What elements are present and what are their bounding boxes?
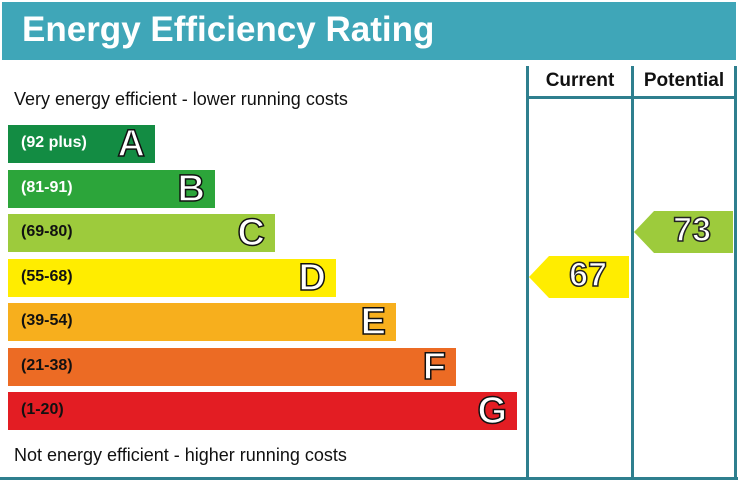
band-D: (55-68) D — [8, 256, 336, 300]
band-letter: E — [360, 300, 387, 344]
band-range: (92 plus) — [21, 134, 87, 151]
band-range: (1-20) — [21, 401, 64, 418]
band-F: (21-38) F — [8, 345, 456, 389]
divider — [526, 96, 737, 99]
current-rating-arrow — [529, 256, 629, 298]
band-letter: B — [177, 167, 206, 211]
band-letter: G — [477, 389, 508, 433]
divider — [0, 477, 738, 480]
divider — [734, 66, 737, 480]
band-letter: D — [298, 256, 327, 300]
band-B: (81-91) B — [8, 167, 215, 211]
potential-rating-value: 73 — [672, 210, 711, 250]
band-range: (55-68) — [21, 267, 73, 285]
current-rating-value: 67 — [568, 255, 607, 295]
band-A: (92 plus) A — [8, 122, 155, 166]
potential-rating-arrow — [634, 211, 733, 253]
chart-title: Energy Efficiency Rating — [22, 10, 435, 49]
band-range: (39-54) — [21, 312, 73, 329]
header-bar: Energy Efficiency Rating — [2, 2, 736, 60]
band-range: (21-38) — [21, 356, 73, 374]
arrow-shape — [529, 256, 629, 298]
band-range: (81-91) — [21, 178, 73, 196]
band-letter: F — [422, 345, 447, 389]
top-caption: Very energy efficient - lower running co… — [14, 89, 348, 109]
band-G: (1-20) G — [8, 389, 517, 433]
divider — [631, 66, 634, 480]
divider — [526, 66, 529, 480]
bottom-caption: Not energy efficient - higher running co… — [14, 445, 347, 465]
band-letter: A — [117, 122, 146, 166]
band-range: (69-80) — [21, 223, 73, 240]
column-header-current: Current — [545, 70, 615, 91]
band-C: (69-80) C — [8, 211, 275, 255]
band-letter: C — [237, 211, 266, 255]
band-E: (39-54) E — [8, 300, 396, 344]
column-header-potential: Potential — [643, 70, 725, 91]
arrow-shape — [634, 211, 733, 253]
